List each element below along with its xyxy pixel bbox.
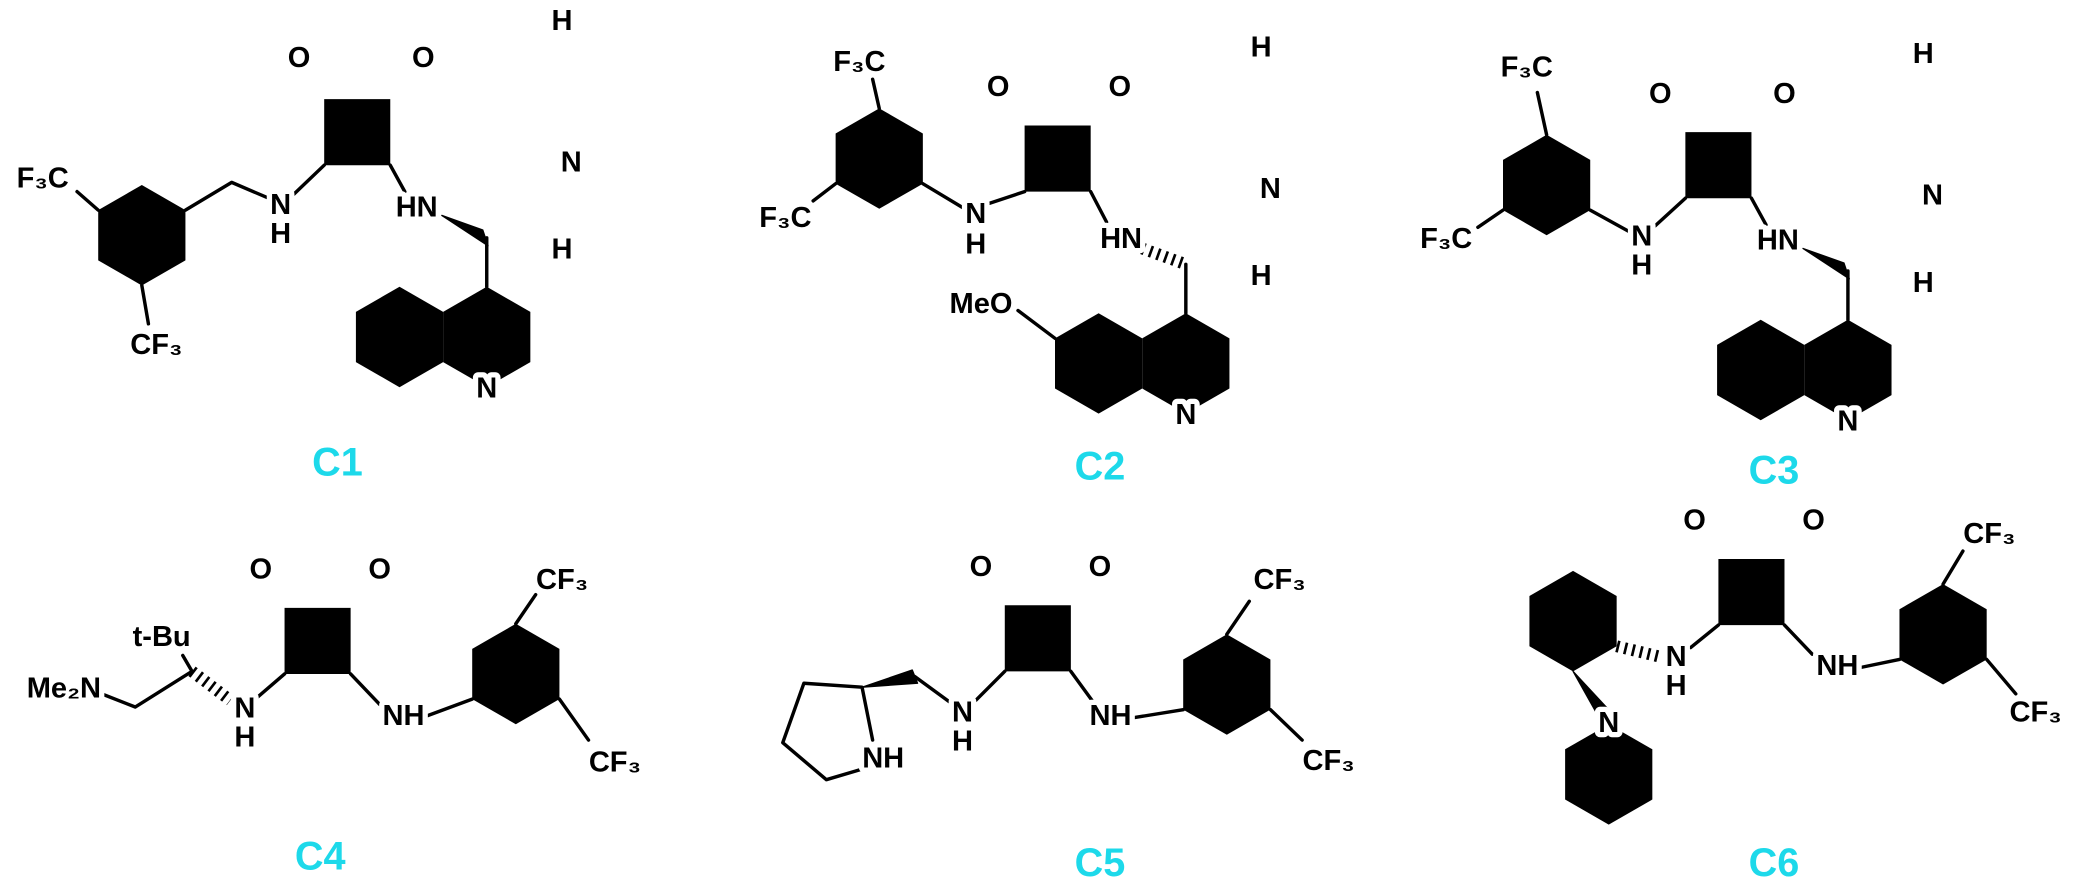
atom-label: N: [561, 147, 582, 179]
atom-label: NH: [862, 743, 904, 775]
atom-label: O: [970, 551, 993, 583]
atom-label: O: [987, 71, 1010, 103]
squaramide-core: [1004, 91, 1111, 192]
aryl-ring: [1183, 634, 1271, 735]
quinuclidine: [1834, 46, 1983, 277]
atom-label: NH: [1816, 650, 1858, 682]
compound-labels: C1 C2 C3 C4 C5 C6: [295, 441, 1799, 885]
compound-label: C5: [1075, 841, 1126, 885]
piperidine-ring: [1565, 724, 1653, 825]
atom-label: HN: [1757, 225, 1799, 257]
atom-label: HN: [396, 191, 438, 223]
atom-label: N: [965, 198, 986, 230]
compound-label: C3: [1749, 449, 1800, 493]
atom-label: F₃C: [1501, 51, 1553, 83]
aryl-ring: [1899, 584, 1987, 685]
atom-label: F₃C: [759, 202, 811, 234]
atom-label: N: [1598, 707, 1619, 739]
atom-label: O: [249, 554, 272, 586]
atom-label: HN: [1100, 223, 1142, 255]
aryl-ring: [98, 185, 186, 286]
atom-label: Me₂N: [27, 673, 101, 705]
atom-label: t-Bu: [133, 621, 191, 653]
atom-label: NH: [1090, 700, 1132, 732]
squaramide-core: [264, 573, 371, 674]
atom-label: O: [1802, 505, 1825, 537]
atom-label: H: [1251, 32, 1272, 64]
atom-label: O: [1089, 551, 1112, 583]
atom-label: H: [234, 721, 255, 753]
atom-label: NH: [382, 700, 424, 732]
atom-label: F₃C: [17, 162, 69, 194]
atom-label: CF₃: [2009, 696, 2061, 728]
atom-label: CF₃: [1254, 564, 1306, 596]
compound-label: C4: [295, 834, 346, 878]
quinuclidine: [1172, 39, 1321, 270]
atom-labels: O O F₃C CF₃ N H HN N N H H O O F₃C F₃C N…: [11, 0, 2067, 784]
compound-label: C1: [312, 441, 363, 485]
atom-label: F₃C: [833, 46, 885, 78]
atom-label: CF₃: [1302, 745, 1354, 777]
benzo-ring: [1055, 313, 1143, 414]
atom-label: H: [1913, 38, 1934, 70]
atom-label: N: [270, 189, 291, 221]
atom-label: H: [1666, 670, 1687, 702]
atom-label: O: [288, 42, 311, 74]
atom-label: H: [552, 5, 573, 37]
compound-label: C6: [1749, 841, 1800, 885]
atom-label: O: [1773, 78, 1796, 110]
atom-label: O: [1649, 78, 1672, 110]
atom-label: F₃C: [1420, 223, 1472, 255]
atom-label: CF₃: [1963, 518, 2015, 550]
atom-label: CF₃: [536, 564, 588, 596]
atom-label: N: [1260, 173, 1281, 205]
atom-label: N: [476, 373, 497, 405]
bonds: [75, 13, 2018, 825]
aryl-ring: [472, 623, 560, 725]
atom-label: N: [1175, 399, 1196, 431]
atom-label: MeO: [950, 288, 1013, 320]
atom-label: N: [1631, 221, 1652, 253]
aryl-ring: [835, 108, 923, 209]
atom-label: H: [270, 218, 291, 250]
atom-label: N: [234, 692, 255, 724]
compound-label: C2: [1075, 445, 1126, 489]
atom-label: CF₃: [130, 329, 182, 361]
atom-label: H: [1913, 267, 1934, 299]
squaramide-core: [304, 64, 411, 166]
squaramide-core: [1665, 97, 1772, 199]
atom-label: N: [1922, 180, 1943, 212]
atom-label: N: [952, 696, 973, 728]
atom-label: CF₃: [589, 747, 641, 779]
atom-label: H: [952, 725, 973, 757]
atom-label: H: [965, 228, 986, 260]
atom-label: N: [1666, 641, 1687, 673]
atom-label: H: [1631, 250, 1652, 282]
cyclohexane-ring: [1529, 570, 1617, 672]
benzo-ring: [355, 286, 444, 388]
atom-label: H: [1251, 260, 1272, 292]
quinuclidine: [473, 13, 622, 244]
atom-label: O: [368, 554, 391, 586]
atom-label: H: [552, 234, 573, 266]
squaramide-core: [984, 570, 1091, 672]
atom-label: O: [1683, 505, 1706, 537]
atom-label: O: [1108, 71, 1131, 103]
atom-label: N: [1837, 406, 1858, 438]
aryl-ring: [1503, 134, 1591, 236]
benzo-ring: [1717, 319, 1805, 421]
atom-label: O: [412, 42, 435, 74]
squaramide-core: [1698, 524, 1805, 626]
